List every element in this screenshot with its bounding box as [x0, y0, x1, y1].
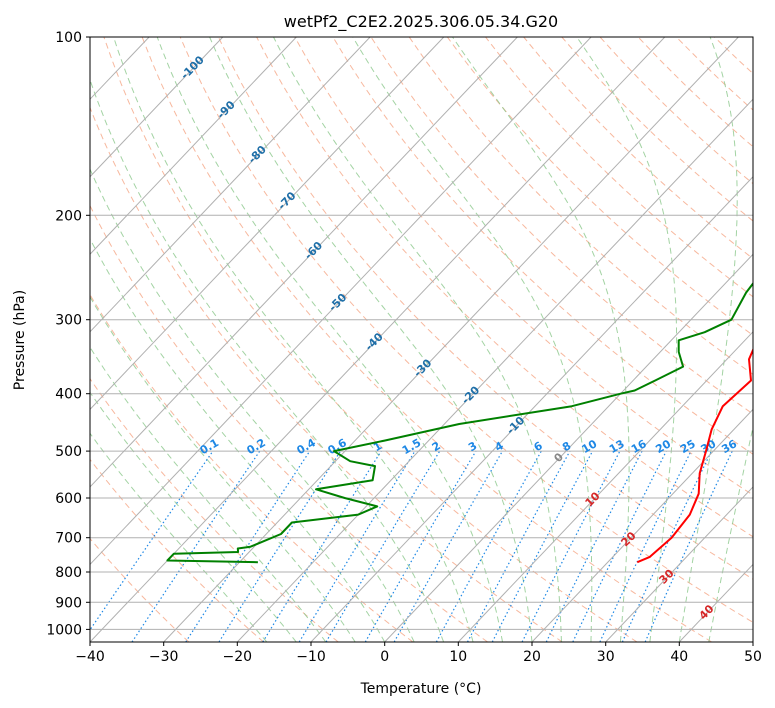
dry-adiabat	[103, 37, 638, 642]
moist-adiabat	[273, 37, 562, 642]
isotherm-gridline	[90, 37, 666, 642]
y-tick-label: 600	[55, 491, 82, 507]
x-tick-label: 40	[670, 649, 688, 665]
y-tick-label: 500	[55, 444, 82, 460]
y-tick-label: 300	[55, 313, 82, 329]
x-tick-label: −40	[75, 649, 105, 665]
y-tick-label: 1000	[46, 622, 82, 638]
moist-adiabat	[90, 432, 268, 642]
moist-adiabat	[90, 237, 386, 642]
isotherm-gridline	[236, 98, 753, 642]
dry-adiabat	[141, 37, 712, 642]
x-tick-label: 50	[744, 649, 762, 665]
x-tick-label: −30	[149, 649, 179, 665]
y-tick-label: 800	[55, 565, 82, 581]
y-axis: 100 200 300 400 500 600 700 800 900 1000	[46, 30, 90, 638]
dry-adiabat	[90, 106, 563, 642]
x-tick-label: 10	[449, 649, 467, 665]
isotherm-gridline	[90, 37, 445, 411]
isotherm-gridline	[457, 331, 753, 642]
mixing-ratio-line	[218, 450, 342, 642]
moist-adiabat	[352, 37, 593, 642]
x-tick-label: 20	[523, 649, 541, 665]
dry-adiabat	[90, 537, 190, 642]
moist-adiabat	[90, 391, 297, 642]
x-tick-label: 30	[597, 649, 615, 665]
isotherm-gridline	[531, 408, 753, 642]
isotherm-gridline	[384, 253, 753, 642]
mixing-ratio-line	[185, 450, 311, 642]
x-tick-label: 0	[380, 649, 389, 665]
isotherm-gridline	[90, 37, 371, 333]
dry-adiabat	[90, 458, 264, 642]
data-lines	[166, 281, 753, 564]
chart-title: wetPf2_C2E2.2025.306.05.34.G20	[284, 12, 558, 32]
dry-adiabat	[408, 37, 753, 375]
isotherm-gridline	[90, 37, 518, 488]
moist-adiabat	[708, 424, 753, 642]
mixing-ratio-line	[262, 450, 382, 642]
y-tick-label: 700	[55, 531, 82, 547]
moist-adiabat	[90, 295, 356, 642]
moist-adiabat	[90, 78, 445, 642]
mixing-ratio-line	[545, 450, 643, 642]
y-axis-title: Pressure (hPa)	[12, 290, 28, 390]
x-tick-label: −20	[223, 649, 253, 665]
mixing-ratio-line	[572, 450, 667, 642]
mixing-ratio-line	[466, 450, 571, 642]
mixing-ratio-line	[298, 450, 416, 642]
isotherm-gridline	[605, 486, 753, 642]
isotherm-gridline	[163, 37, 739, 642]
isotherm-gridline	[90, 37, 592, 566]
x-axis-title: Temperature (°C)	[360, 681, 482, 697]
dewpoint-profile-line	[166, 281, 753, 564]
isotherm-gridline	[90, 37, 297, 256]
dry-adiabat	[217, 37, 753, 580]
dry-adiabat	[370, 37, 753, 415]
y-tick-label: 200	[55, 208, 82, 224]
y-tick-label: 400	[55, 387, 82, 403]
x-axis: −40 −30 −20 −10 0 10 20 30 40 50	[75, 642, 762, 665]
dry-adiabat	[446, 37, 753, 336]
x-tick-label: −10	[296, 649, 326, 665]
mixing-ratio-line	[90, 450, 214, 631]
dry-adiabat	[294, 37, 753, 496]
plot-frame	[89, 36, 754, 643]
moist-adiabat	[576, 37, 678, 642]
mixing-ratio-line	[393, 450, 504, 642]
background-lines	[90, 37, 753, 642]
moist-adiabat	[209, 37, 533, 642]
isotherm-gridline	[90, 37, 224, 178]
dry-adiabat	[332, 37, 753, 455]
y-tick-label: 100	[55, 30, 82, 46]
temperature-profile-line	[636, 347, 753, 564]
y-tick-label: 900	[55, 595, 82, 611]
isotherm-gridline	[310, 176, 753, 642]
moist-adiabat	[113, 37, 474, 642]
mixing-ratio-line	[435, 450, 542, 642]
dry-adiabat	[90, 204, 488, 642]
moist-adiabat	[156, 37, 503, 642]
moist-adiabat	[678, 37, 738, 642]
dry-adiabat	[179, 37, 753, 623]
moist-adiabat	[90, 346, 327, 642]
moist-adiabat	[452, 37, 630, 642]
